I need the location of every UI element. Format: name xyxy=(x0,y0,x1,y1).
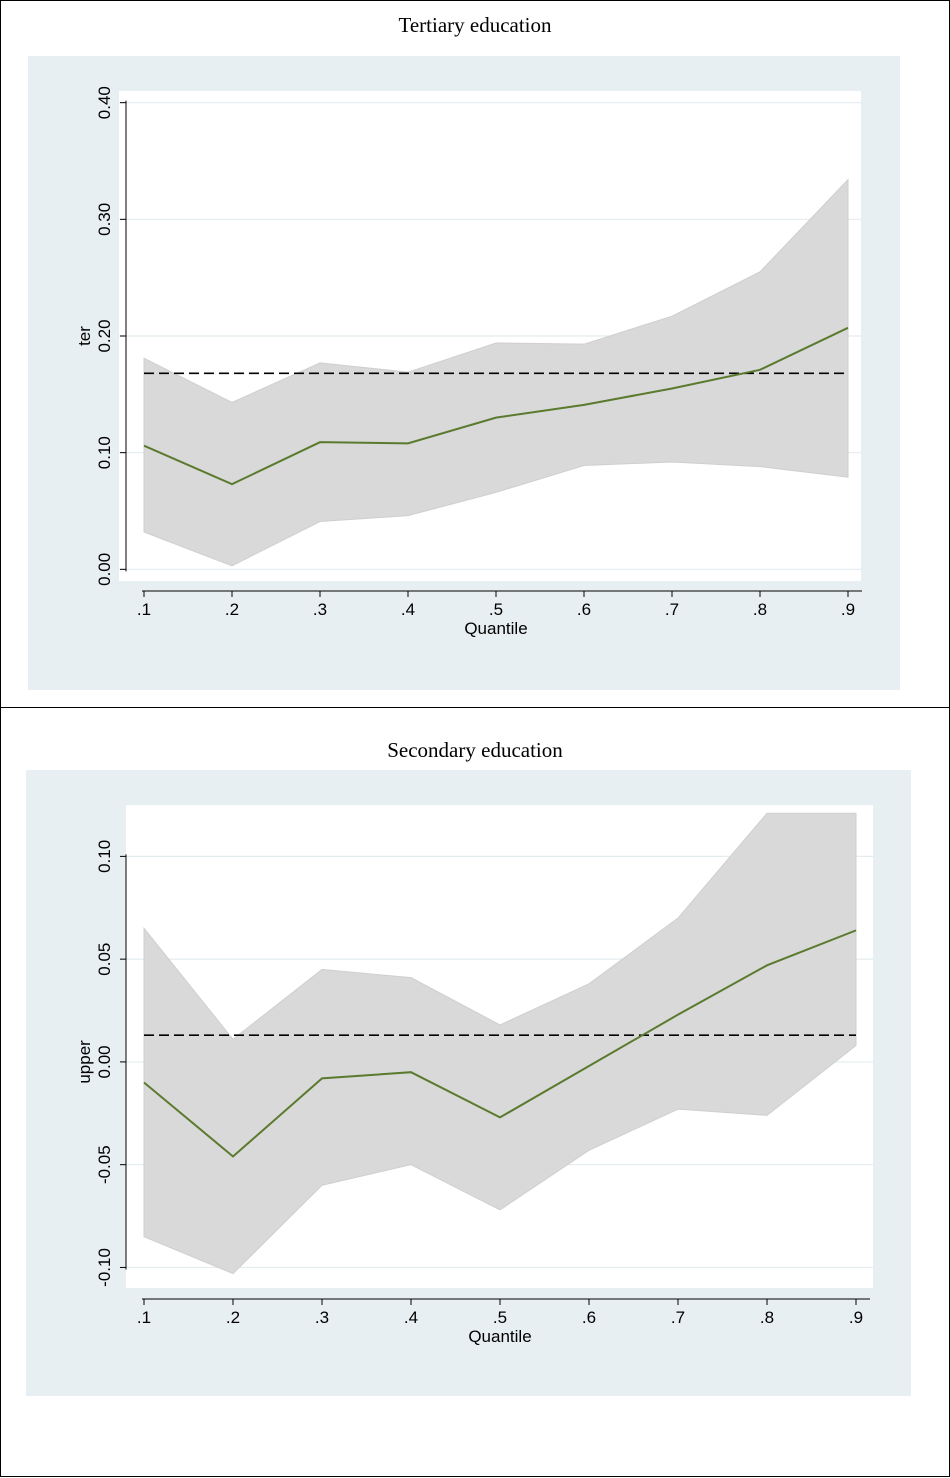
x-tick-label: .6 xyxy=(577,600,591,619)
x-tick-label: .7 xyxy=(671,1308,685,1327)
x-axis-title: Quantile xyxy=(468,1327,531,1346)
y-tick-label: 0.00 xyxy=(95,553,114,586)
y-axis-title: ter xyxy=(75,326,94,346)
panel-secondary: Secondary education -0.10 -0.05 0.00 0.05 0.… xyxy=(0,707,950,1477)
y-tick-label: 0.10 xyxy=(95,840,114,873)
y-tick-label: 0.40 xyxy=(95,86,114,119)
x-tick-label: .1 xyxy=(137,1308,151,1327)
y-tick-label: 0.20 xyxy=(95,319,114,352)
y-tick-label: 0.30 xyxy=(95,203,114,236)
y-tick-label: 0.10 xyxy=(95,436,114,469)
y-tick-label: 0.05 xyxy=(95,943,114,976)
x-tick-label: .8 xyxy=(760,1308,774,1327)
chart-secondary: -0.10 -0.05 0.00 0.05 0.10 .1 .2 .3 .4 .5 .6 .7 .8 .9… xyxy=(26,770,911,1396)
x-tick-label: .5 xyxy=(489,600,503,619)
x-tick-label: .3 xyxy=(313,600,327,619)
x-tick-label: .8 xyxy=(753,600,767,619)
y-tick-label: -0.05 xyxy=(95,1145,114,1184)
y-tick-label: -0.10 xyxy=(95,1248,114,1287)
x-tick-label: .4 xyxy=(404,1308,418,1327)
x-tick-label: .9 xyxy=(841,600,855,619)
x-tick-label: .3 xyxy=(315,1308,329,1327)
y-axis-title: upper xyxy=(75,1040,94,1084)
x-tick-label: .1 xyxy=(137,600,151,619)
estimate-line xyxy=(143,929,857,1158)
estimate-line xyxy=(143,326,849,486)
x-tick-label: .2 xyxy=(226,1308,240,1327)
chart-title-secondary: Secondary education xyxy=(387,738,563,762)
x-tick-label: .5 xyxy=(493,1308,507,1327)
chart-tertiary: 0.00 0.10 0.20 0.30 0.40 .1 .2 .3 .4 .5 .6 .7 .8 .9 Qu… xyxy=(28,56,900,690)
x-tick-label: .6 xyxy=(582,1308,596,1327)
x-axis-title: Quantile xyxy=(464,619,527,638)
x-tick-label: .9 xyxy=(849,1308,863,1327)
y-tick-label: 0.00 xyxy=(95,1045,114,1078)
x-tick-label: .7 xyxy=(665,600,679,619)
x-tick-label: .2 xyxy=(225,600,239,619)
panel-tertiary: Tertiary education 0.00 0.10 0.20 0.30 0.40.… xyxy=(0,0,950,708)
confidence-band xyxy=(143,812,857,1275)
x-tick-label: .4 xyxy=(401,600,415,619)
chart-title-tertiary: Tertiary education xyxy=(398,13,552,37)
